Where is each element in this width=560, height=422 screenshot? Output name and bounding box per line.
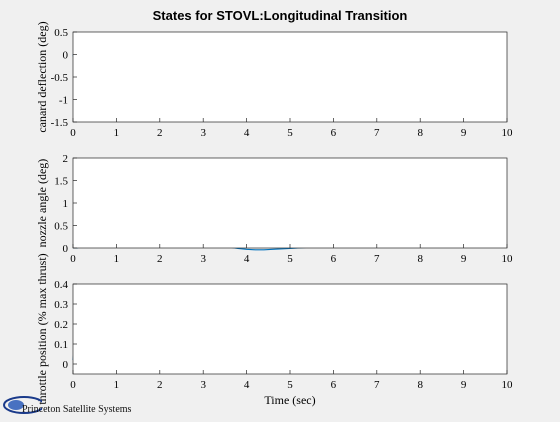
x-tick-label: 5 [287,379,293,391]
x-tick-label: 4 [244,253,250,265]
x-tick-label: 4 [244,379,250,391]
x-tick-label: 1 [114,253,120,265]
x-tick-label: 6 [331,379,337,391]
axes-box [72,283,508,375]
x-tick-label: 6 [331,253,337,265]
y-tick-label: 1 [63,198,69,210]
y-tick-label: 0.4 [54,279,68,291]
y-tick-label: 2 [63,153,69,165]
y-tick-label: 0.5 [54,27,68,39]
y-axis-label: nozzle angle (deg) [35,159,49,248]
y-tick-label: -0.5 [51,72,69,84]
y-tick-label: 0.1 [54,339,68,351]
x-tick-label: 2 [157,253,163,265]
y-tick-label: -1.5 [51,117,69,129]
x-tick-label: 2 [157,379,163,391]
y-tick-label: 0.5 [54,221,68,233]
x-tick-label: 0 [70,253,76,265]
x-tick-label: 3 [200,127,206,139]
y-axis-label: canard deflection (deg) [35,21,49,132]
figure-title: States for STOVL:Longitudinal Transition [153,8,408,23]
y-tick-label: 0 [63,359,69,371]
x-tick-label: 9 [461,379,467,391]
y-tick-label: -1 [59,95,68,107]
x-tick-label: 4 [244,127,250,139]
x-axis-label: Time (sec) [264,393,315,407]
y-tick-label: 0.2 [54,319,68,331]
x-tick-label: 10 [502,253,514,265]
x-tick-label: 1 [114,379,120,391]
axes-box [72,157,508,249]
x-tick-label: 2 [157,127,163,139]
x-tick-label: 5 [287,253,293,265]
y-tick-label: 1.5 [54,176,68,188]
y-tick-label: 0 [63,50,69,62]
subplot-1: 0 1 2 3 4 5 6 7 8 9 10 -1.5 -1 -0.5 0 0.5 canard deflect… [35,21,513,139]
x-tick-label: 10 [502,379,514,391]
y-tick-label: 0.3 [54,299,68,311]
axes-box [72,31,508,123]
x-tick-label: 9 [461,253,467,265]
x-tick-label: 8 [417,127,423,139]
x-tick-label: 6 [331,127,337,139]
x-tick-label: 3 [200,379,206,391]
x-tick-label: 9 [461,127,467,139]
x-tick-label: 0 [70,127,76,139]
company-logo: Princeton Satellite Systems [2,385,152,417]
y-tick-label: 0 [63,243,69,255]
x-tick-label: 7 [374,127,380,139]
x-tick-label: 8 [417,379,423,391]
x-tick-label: 8 [417,253,423,265]
x-tick-label: 7 [374,379,380,391]
x-tick-label: 3 [200,253,206,265]
y-axis-label: throttle position (% max thrust) [35,253,49,404]
logo-text: Princeton Satellite Systems [22,404,132,415]
subplot-2: 0 1 2 3 4 5 6 7 8 9 10 0 0.5 1 1.5 2 nozzle angle (deg) [35,153,513,265]
x-tick-label: 10 [502,127,514,139]
x-tick-label: 5 [287,127,293,139]
x-tick-label: 1 [114,127,120,139]
x-tick-label: 7 [374,253,380,265]
x-tick-label: 0 [70,379,76,391]
